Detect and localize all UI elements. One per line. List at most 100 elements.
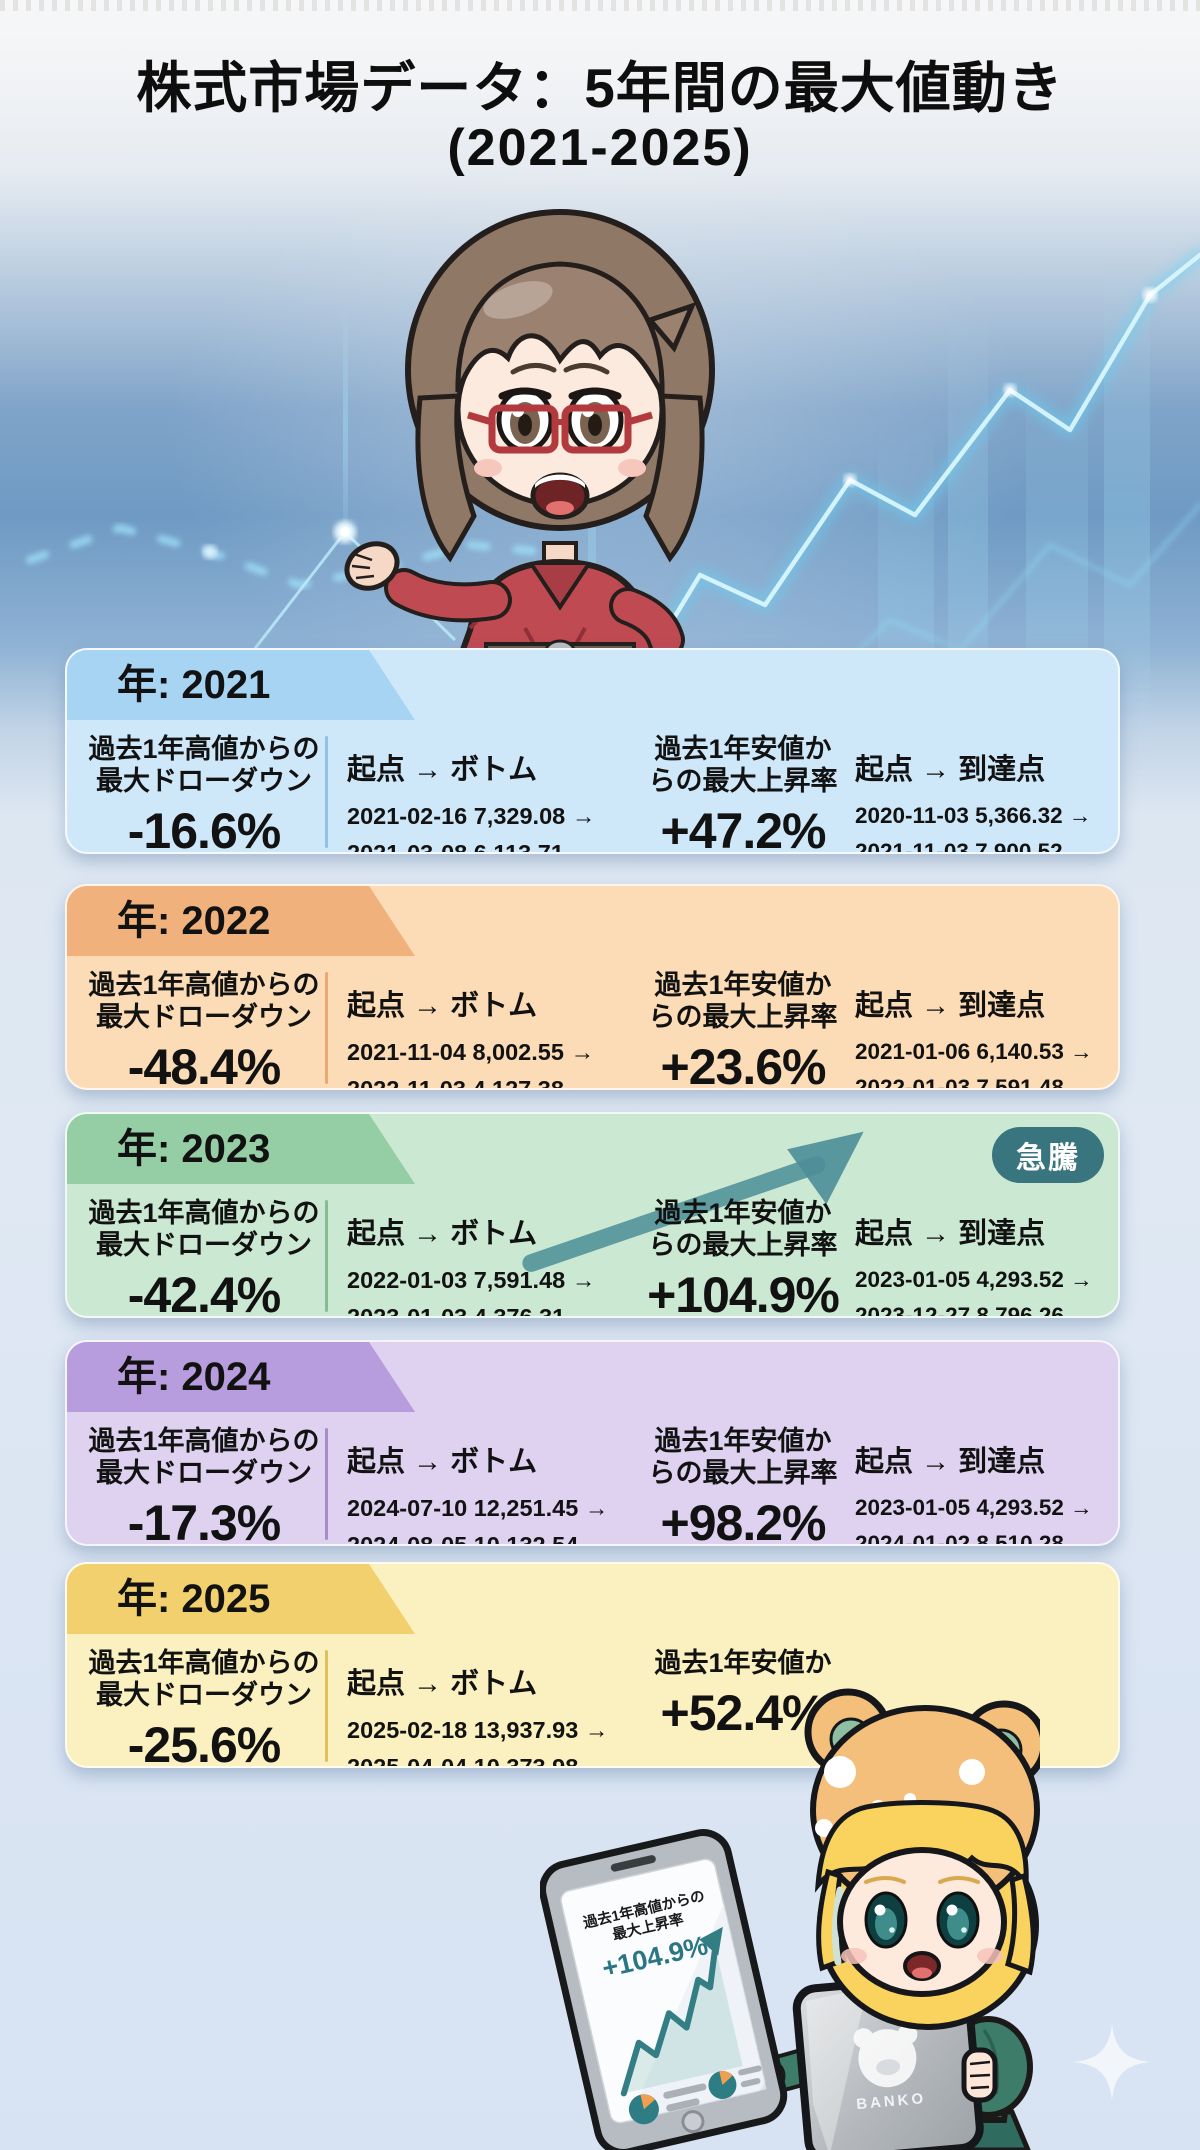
reach-range-to: 2023-12-27 8,796.26 [855, 1302, 1064, 1318]
rise-value: +23.6% [660, 1038, 827, 1090]
drawdown-label-line2: 最大ドローダウン [96, 1229, 312, 1260]
year-card-2021: 年: 2021 過去1年高値からの 最大ドローダウン -16.6% 起点 → ボト… [65, 648, 1120, 854]
bear-mascot-illustration: 過去1年高値からの 最大上昇率 +104.9% [540, 1688, 1040, 2150]
bear-eyes [864, 1891, 980, 1949]
reach-range-header: 起点 → 到達点 [855, 990, 1046, 1022]
column-divider [325, 972, 328, 1084]
bottom-range-header: 起点 → ボトム [347, 1446, 538, 1478]
drawdown-label-line2: 最大ドローダウン [96, 765, 312, 796]
drawdown-label-line1: 過去1年高値からの [88, 1648, 320, 1678]
bear-head [804, 1688, 1040, 2030]
rise-block: 過去1年安値か +52.4% [623, 1648, 863, 1742]
drawdown-block: 過去1年高値からの 最大ドローダウン -17.3% [81, 1426, 327, 1546]
year-tab: 年: 2024 [67, 1342, 415, 1412]
rise-block: 過去1年安値か らの最大上昇率 +23.6% [623, 970, 863, 1090]
rise-label-line1: 過去1年安値か [654, 1426, 832, 1456]
drawdown-block: 過去1年高値からの 最大ドローダウン -25.6% [81, 1648, 327, 1766]
reach-range-to: 2024-01-02 8,510.28 [855, 1530, 1064, 1546]
bottom-range-to: 2021-03-08 6,113.71 [347, 840, 564, 854]
reach-range-from: 2020-11-03 5,366.32 → [855, 803, 1092, 828]
rise-block: 過去1年安値か らの最大上昇率 +104.9% [623, 1198, 863, 1318]
sparkle-icon [1074, 2024, 1150, 2100]
pie-chart-icon [628, 2083, 707, 2125]
rise-value: +52.4% [660, 1684, 827, 1741]
bottom-range-from: 2021-02-16 7,329.08 → [347, 803, 596, 829]
rise-label-line1: 過去1年安値か [654, 970, 832, 1000]
reach-range-to: 2022-01-03 7,591.48 [855, 1074, 1064, 1090]
page-title: 株式市場データ：5年間の最大値動き (2021-2025) [0, 57, 1200, 177]
bottom-range-to: 2023-01-03 4,376.31 [347, 1304, 566, 1318]
red-glasses [467, 404, 653, 454]
phone-home-button [681, 2110, 705, 2134]
year-tab: 年: 2023 [67, 1114, 415, 1184]
year-card-2023: 年: 2023 急騰 過去1年高値からの 最大ドローダウン -42.4% 起点 →… [65, 1112, 1120, 1318]
drawdown-label-line1: 過去1年高値からの [88, 1198, 320, 1228]
column-divider [325, 736, 328, 848]
bottom-range-header: 起点 → ボトム [347, 1668, 538, 1700]
reach-range-block: 起点 → 到達点 2021-01-06 6,140.53 → 2022-01-0… [855, 982, 1115, 1090]
page-title-line1: 株式市場データ：5年間の最大値動き [136, 57, 1064, 119]
year-tab: 年: 2022 [67, 886, 415, 956]
reach-range-from: 2023-01-05 4,293.52 → [855, 1267, 1093, 1292]
rise-block: 過去1年安値か らの最大上昇率 +47.2% [623, 734, 863, 854]
hand-on-tablet [961, 2047, 998, 2103]
drawdown-value: -17.3% [127, 1494, 281, 1546]
bottom-range-block: 起点 → ボトム 2022-01-03 7,591.48 → 2023-01-0… [347, 1210, 607, 1318]
drawdown-label-line1: 過去1年高値からの [88, 970, 320, 1000]
bottom-range-to: 2024-08-05 10,132.54 [347, 1532, 579, 1546]
drawdown-label-line1: 過去1年高値からの [88, 1426, 320, 1456]
column-divider [325, 1428, 328, 1540]
bottom-range-to: 2022-11-03 4,127.38 [347, 1076, 564, 1090]
reach-range-header: 起点 → 到達点 [855, 754, 1046, 786]
phone-line-chart-icon [620, 1926, 743, 2097]
reach-range-header: 起点 → 到達点 [855, 1218, 1046, 1250]
drawdown-label-line2: 最大ドローダウン [96, 1457, 312, 1488]
reach-range-to: 2021-11-03 7,900.52 [855, 838, 1063, 854]
drawdown-block: 過去1年高値からの 最大ドローダウン -16.6% [81, 734, 327, 854]
bottom-range-block: 起点 → ボトム 2025-02-18 13,937.93 → 2025-04-… [347, 1660, 608, 1768]
column-divider [325, 1200, 328, 1312]
reach-range-from: 2023-01-05 4,293.52 → [855, 1495, 1093, 1520]
year-card-2024: 年: 2024 過去1年高値からの 最大ドローダウン -17.3% 起点 → ボト… [65, 1340, 1120, 1546]
tablet-brand: BANKO [856, 2090, 927, 2113]
page-title-line2: (2021-2025) [447, 118, 753, 177]
open-mouth [530, 472, 590, 520]
year-label: 年: 2024 [117, 1355, 271, 1399]
drawdown-label-line1: 過去1年高値からの [88, 734, 320, 764]
bottom-range-header: 起点 → ボトム [347, 990, 538, 1022]
bottom-range-from: 2022-01-03 7,591.48 → [347, 1267, 596, 1293]
drawdown-block: 過去1年高値からの 最大ドローダウン -48.4% [81, 970, 327, 1090]
rise-label-line2: らの最大上昇率 [648, 1457, 838, 1488]
waving-hand [344, 541, 400, 591]
drawdown-value: -48.4% [127, 1038, 281, 1090]
bear-logo-icon [853, 2024, 918, 2088]
bottom-range-header: 起点 → ボトム [347, 1218, 538, 1250]
rise-value: +104.9% [647, 1266, 840, 1318]
rise-label-line2: らの最大上昇率 [648, 1229, 838, 1260]
year-card-2025: 年: 2025 過去1年高値からの 最大ドローダウン -25.6% 起点 → ボト… [65, 1562, 1120, 1768]
year-card-2022: 年: 2022 過去1年高値からの 最大ドローダウン -48.4% 起点 → ボト… [65, 884, 1120, 1090]
pie-chart-icon [708, 2065, 762, 2100]
year-tab: 年: 2025 [67, 1564, 415, 1634]
year-tab: 年: 2021 [67, 650, 415, 720]
rise-value: +47.2% [660, 802, 827, 854]
drawdown-label-line2: 最大ドローダウン [96, 1679, 312, 1710]
bottom-range-from: 2021-11-04 8,002.55 → [347, 1039, 594, 1065]
drawdown-label-line2: 最大ドローダウン [96, 1001, 312, 1032]
analyst-mascot-illustration [344, 209, 715, 658]
drawdown-value: -16.6% [127, 802, 281, 854]
bottom-range-to: 2025-04-04 10,373.98 [347, 1754, 579, 1768]
rise-label-line2: らの最大上昇率 [648, 1001, 838, 1032]
rise-label-line1: 過去1年安値か [654, 1648, 832, 1678]
year-label: 年: 2023 [117, 1127, 271, 1171]
rise-label-line1: 過去1年安値か [654, 734, 832, 764]
reach-range-header: 起点 → 到達点 [855, 1446, 1046, 1478]
year-label: 年: 2025 [117, 1577, 271, 1621]
surge-badge: 急騰 [992, 1127, 1104, 1183]
reach-range-block: 起点 → 到達点 2023-01-05 4,293.52 → 2024-01-0… [855, 1438, 1115, 1546]
reach-range-block: 起点 → 到達点 2020-11-03 5,366.32 → 2021-11-0… [855, 746, 1115, 854]
bottom-range-from: 2024-07-10 12,251.45 → [347, 1495, 609, 1521]
reach-range-block: 起点 → 到達点 2023-01-05 4,293.52 → 2023-12-2… [855, 1210, 1115, 1318]
drawdown-block: 過去1年高値からの 最大ドローダウン -42.4% [81, 1198, 327, 1316]
